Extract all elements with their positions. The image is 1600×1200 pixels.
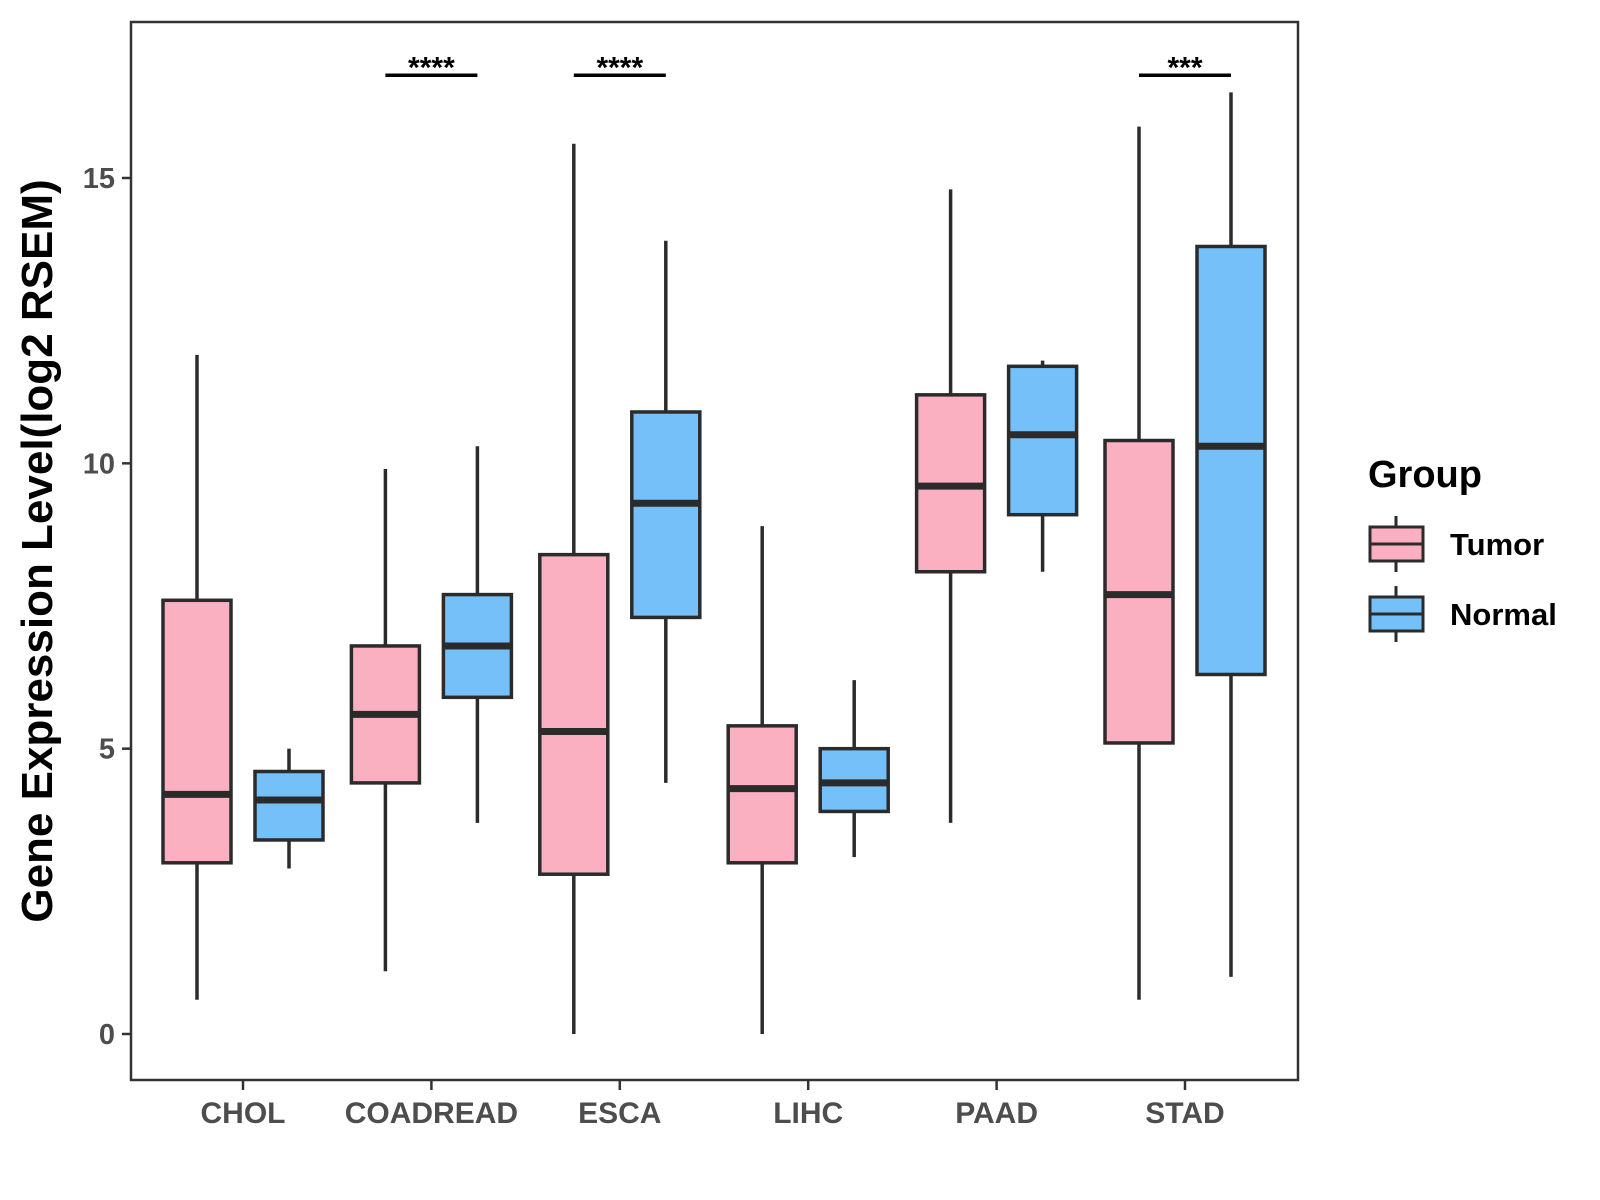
x-tick-label-paad: PAAD (955, 1097, 1038, 1130)
significance-label-stad: *** (1167, 51, 1202, 84)
box-tumor-coadread (349, 469, 422, 972)
box-normal-coadread (441, 446, 514, 823)
box-tumor-stad (1103, 126, 1175, 1000)
box-body-normal-chol (253, 769, 325, 842)
box-tumor-esca (538, 143, 610, 1034)
legend: Group Tumor Normal (1368, 454, 1557, 642)
box-normal-paad (1006, 360, 1079, 572)
box-tumor-paad (914, 189, 987, 823)
legend-keys: Tumor Normal (1368, 516, 1557, 642)
x-tick-label-esca: ESCA (578, 1097, 661, 1130)
legend-label-tumor: Tumor (1450, 527, 1544, 562)
legend-key-tumor (1368, 516, 1425, 572)
box-normal-stad (1195, 92, 1267, 977)
box-body-tumor-esca (538, 552, 610, 876)
box-normal-esca (630, 240, 702, 783)
legend-title: Group (1368, 454, 1482, 496)
significance-label-coadread: **** (408, 51, 455, 84)
box-body-normal-esca (630, 410, 702, 620)
box-body-normal-stad (1195, 244, 1267, 677)
legend-key-normal (1368, 586, 1425, 642)
y-axis-title: Gene Expression Level(log2 RSEM) (13, 179, 62, 922)
box-body-tumor-lihc (726, 724, 798, 865)
boxes-layer (161, 92, 1267, 1034)
box-normal-lihc (818, 680, 890, 858)
y-axis: 0 5 10 15 (83, 163, 131, 1051)
box-tumor-lihc (726, 526, 798, 1034)
box-body-tumor-chol (161, 598, 233, 865)
significance-layer: **** **** *** (385, 51, 1231, 84)
legend-label-normal: Normal (1450, 597, 1557, 632)
x-tick-label-lihc: LIHC (773, 1097, 843, 1130)
significance-label-esca: **** (596, 51, 643, 84)
box-body-normal-paad (1006, 364, 1079, 517)
y-tick-label-10: 10 (83, 448, 115, 480)
x-axis: CHOL COADREAD ESCA LIHC PAAD STAD (201, 1080, 1225, 1130)
y-tick-label-15: 15 (83, 163, 115, 195)
x-tick-label-chol: CHOL (201, 1097, 286, 1130)
x-tick-label-coadread: COADREAD (345, 1097, 518, 1130)
box-normal-chol (253, 748, 325, 869)
y-tick-label-5: 5 (99, 734, 115, 766)
y-tick-label-0: 0 (99, 1019, 115, 1051)
x-tick-label-stad: STAD (1145, 1097, 1224, 1130)
box-tumor-chol (161, 354, 233, 1000)
